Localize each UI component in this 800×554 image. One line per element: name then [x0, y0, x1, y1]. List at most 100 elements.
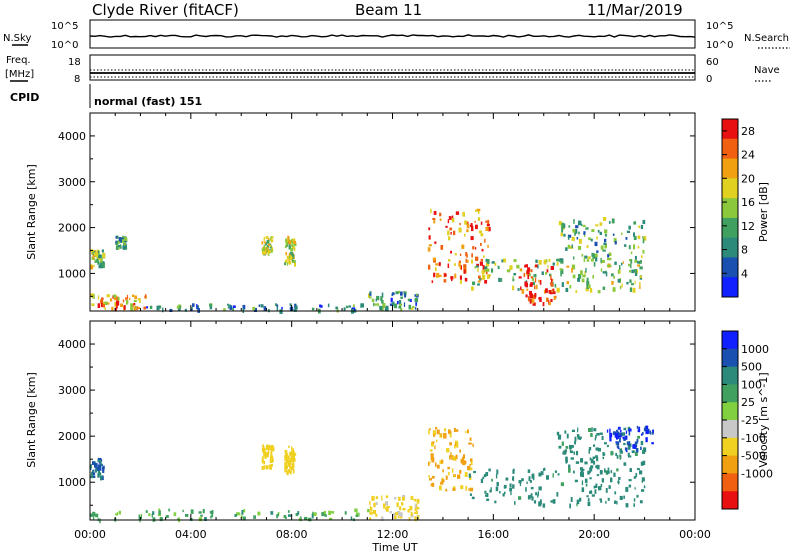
echo-cell: [484, 266, 488, 270]
echo-cell: [602, 456, 605, 460]
echo-cell: [92, 255, 95, 259]
echo-cell: [376, 295, 380, 301]
echo-cell: [635, 473, 638, 478]
echo-cell: [451, 218, 455, 223]
echo-cell: [380, 296, 383, 301]
echo-cell: [578, 238, 582, 244]
echo-cell: [389, 511, 392, 514]
echo-cell: [428, 461, 431, 464]
echo-cell: [435, 426, 438, 430]
echo-cell: [582, 472, 584, 478]
echo-cell: [295, 513, 299, 517]
echo-cell: [514, 501, 516, 505]
echo-cell: [294, 247, 296, 252]
echo-cell: [102, 465, 105, 469]
echo-cell: [109, 298, 113, 302]
echo-cell: [550, 282, 553, 285]
echo-cell: [440, 245, 444, 250]
echo-cell: [263, 245, 266, 249]
echo-cell: [439, 218, 442, 221]
echo-cell: [467, 466, 471, 471]
power-echo-layer: [90, 208, 647, 314]
colorbar-tick-label: 12: [741, 220, 755, 233]
echo-cell: [446, 448, 450, 453]
echo-cell: [384, 501, 389, 506]
echo-cell: [607, 254, 610, 258]
echo-cell: [146, 306, 149, 309]
echo-cell: [509, 265, 513, 270]
echo-cell: [596, 464, 600, 470]
echo-cell: [462, 456, 464, 461]
echo-cell: [284, 259, 288, 263]
echo-cell: [287, 235, 290, 241]
echo-cell: [415, 510, 418, 514]
echo-cell: [428, 235, 431, 240]
echo-cell: [136, 306, 140, 310]
echo-cell: [95, 513, 99, 518]
echo-cell: [286, 470, 289, 476]
colorbar-segment: [722, 402, 738, 421]
echo-cell: [491, 261, 495, 264]
echo-cell: [592, 456, 595, 459]
echo-cell: [413, 498, 417, 502]
echo-cell: [613, 275, 615, 279]
echo-cell: [291, 243, 294, 247]
echo-cell: [566, 460, 568, 463]
echo-cell: [460, 485, 464, 490]
echo-cell: [505, 477, 509, 481]
echo-cell: [548, 302, 551, 306]
echo-cell: [621, 262, 623, 266]
echo-cell: [98, 465, 102, 471]
echo-cell: [285, 242, 288, 246]
echo-cell: [118, 245, 121, 248]
echo-cell: [595, 455, 598, 459]
echo-cell: [526, 481, 528, 484]
echo-cell: [588, 428, 592, 432]
echo-cell: [631, 269, 635, 274]
echo-cell: [451, 468, 454, 473]
echo-cell: [624, 435, 628, 440]
echo-cell: [592, 274, 594, 279]
echo-cell: [265, 465, 269, 470]
echo-cell: [428, 244, 432, 247]
echo-cell: [261, 248, 264, 251]
echo-cell: [600, 268, 603, 272]
echo-cell: [583, 257, 586, 263]
echo-cell: [571, 236, 575, 241]
echo-cell: [524, 281, 528, 287]
echo-cell: [125, 300, 129, 305]
echo-cell: [611, 281, 614, 285]
echo-cell: [323, 511, 326, 516]
echo-cell: [96, 254, 99, 258]
echo-cell: [605, 271, 608, 277]
echo-cell: [552, 262, 555, 266]
echo-cell: [626, 441, 630, 446]
echo-cell: [481, 274, 486, 280]
echo-cell: [600, 483, 603, 487]
echo-cell: [287, 510, 290, 513]
colorbar-segment: [722, 384, 738, 403]
echo-cell: [398, 496, 401, 501]
y-tick-label: 4000: [58, 338, 86, 351]
echo-cell: [447, 466, 450, 470]
echo-cell: [580, 270, 583, 276]
echo-cell: [485, 220, 488, 223]
echo-cell: [469, 475, 472, 480]
echo-cell: [261, 460, 264, 464]
echo-cell: [276, 514, 278, 519]
echo-cell: [590, 458, 594, 464]
echo-cell: [537, 491, 539, 496]
echo-cell: [487, 227, 491, 232]
y-tick-label: 2000: [58, 430, 86, 443]
echo-cell: [588, 237, 591, 241]
echo-cell: [236, 512, 239, 516]
echo-cell: [476, 265, 479, 268]
echo-cell: [375, 496, 379, 499]
echo-cell: [289, 243, 291, 248]
echo-cell: [101, 297, 104, 300]
echo-cell: [410, 511, 413, 516]
echo-cell: [570, 497, 573, 502]
echo-cell: [526, 288, 529, 291]
echo-cell: [415, 503, 418, 509]
echo-cell: [158, 510, 161, 515]
